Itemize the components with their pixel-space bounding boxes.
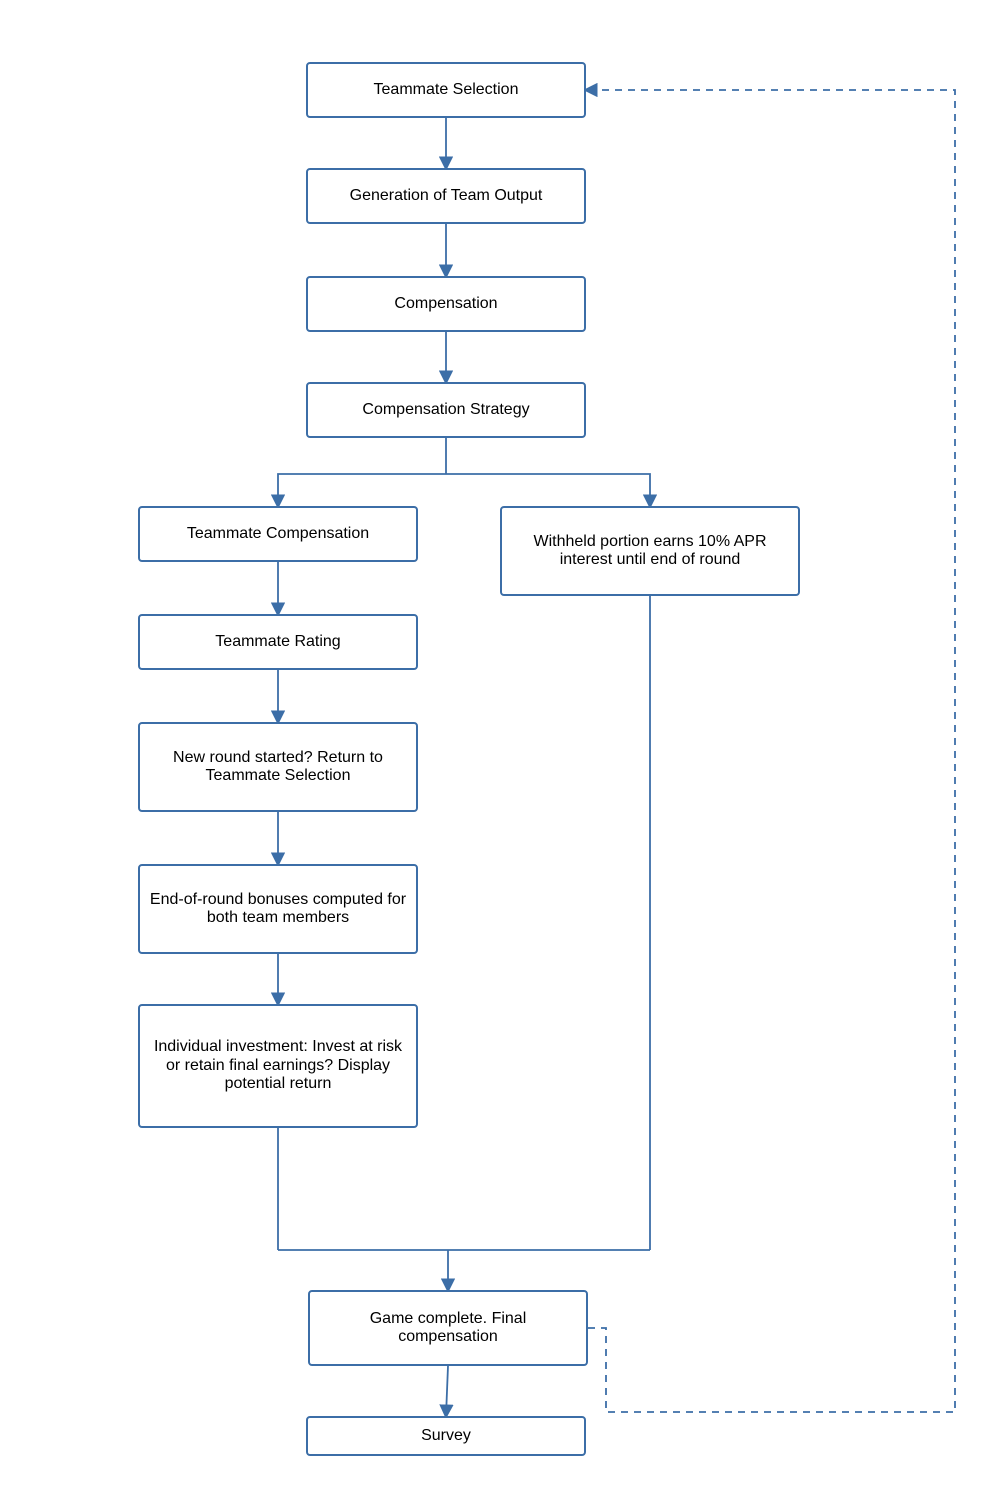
edge-e4 — [278, 474, 446, 506]
node-n9: End-of-round bonuses computed for both t… — [138, 864, 418, 954]
node-n1: Teammate Selection — [306, 62, 586, 118]
edge-e12 — [446, 1366, 448, 1416]
node-label: Generation of Team Output — [350, 187, 543, 205]
node-n8: New round started? Return to Teammate Se… — [138, 722, 418, 812]
node-label: Individual investment: Invest at risk or… — [148, 1038, 408, 1093]
flowchart-canvas: Teammate Selection Generation of Team Out… — [0, 0, 995, 1501]
node-label: End-of-round bonuses computed for both t… — [148, 891, 408, 928]
node-label: Survey — [421, 1427, 471, 1445]
edge-e5 — [446, 474, 650, 506]
node-n4: Compensation Strategy — [306, 382, 586, 438]
node-label: Teammate Compensation — [187, 525, 369, 543]
node-n6: Withheld portion earns 10% APR interest … — [500, 506, 800, 596]
node-label: Teammate Selection — [374, 81, 519, 99]
node-n7: Teammate Rating — [138, 614, 418, 670]
node-n11: Game complete. Final compensation — [308, 1290, 588, 1366]
node-n3: Compensation — [306, 276, 586, 332]
node-label: Teammate Rating — [215, 633, 340, 651]
node-label: Compensation Strategy — [362, 401, 529, 419]
node-label: Game complete. Final compensation — [318, 1310, 578, 1347]
node-n5: Teammate Compensation — [138, 506, 418, 562]
node-n2: Generation of Team Output — [306, 168, 586, 224]
node-label: Withheld portion earns 10% APR interest … — [510, 533, 790, 570]
node-n12: Survey — [306, 1416, 586, 1456]
node-label: New round started? Return to Teammate Se… — [148, 749, 408, 786]
node-n10: Individual investment: Invest at risk or… — [138, 1004, 418, 1128]
edge-e13 — [586, 90, 955, 1412]
node-label: Compensation — [394, 295, 497, 313]
